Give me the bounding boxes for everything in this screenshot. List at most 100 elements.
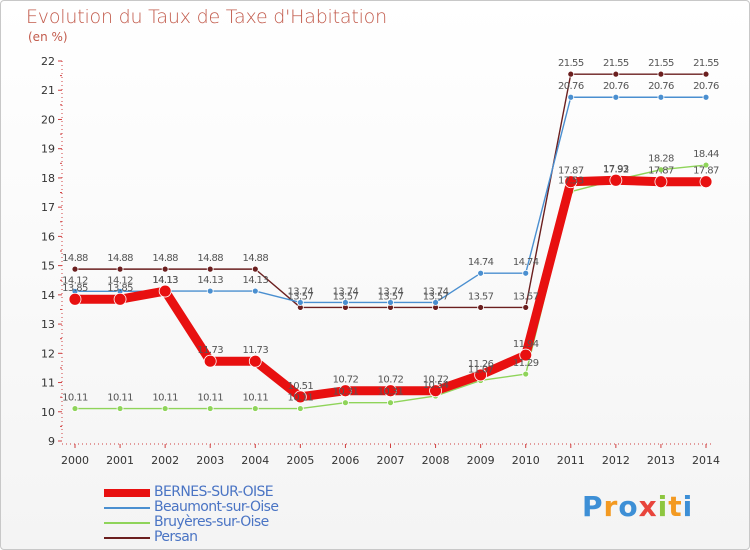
data-label: 10.51 — [288, 381, 314, 392]
data-label: 10.31 — [378, 387, 404, 398]
data-point — [654, 175, 668, 189]
legend-swatch — [104, 489, 150, 497]
data-point — [68, 292, 82, 306]
data-label: 14.12 — [107, 275, 133, 286]
series-line — [75, 96, 706, 304]
y-tick-label: 15 — [41, 260, 55, 273]
data-point — [116, 265, 124, 273]
data-point — [71, 265, 79, 273]
data-label: 17.53 — [558, 176, 584, 187]
x-tick-label: 2012 — [602, 454, 630, 467]
unit-label: (en %) — [28, 30, 68, 44]
data-label: 11.29 — [513, 358, 539, 369]
data-label: 10.72 — [333, 375, 359, 386]
data-point — [161, 265, 169, 273]
y-tick-label: 21 — [41, 84, 55, 97]
data-point — [342, 399, 349, 407]
x-tick-label: 2003 — [196, 454, 224, 467]
data-point — [251, 405, 259, 412]
data-label: 11.26 — [468, 359, 494, 370]
data-label: 13.57 — [333, 291, 359, 302]
data-point — [251, 287, 259, 295]
data-label: 13.74 — [423, 286, 449, 297]
legend-swatch — [104, 522, 150, 524]
data-point — [293, 390, 307, 404]
series-line — [75, 73, 706, 309]
data-point — [477, 304, 485, 311]
data-label: 11.73 — [242, 345, 268, 356]
x-tick-label: 2006 — [331, 454, 359, 467]
x-tick-label: 2000 — [61, 454, 89, 467]
data-point — [519, 348, 533, 362]
data-point — [342, 299, 349, 306]
data-label: 21.55 — [558, 58, 584, 69]
x-tick-label: 2009 — [467, 454, 495, 467]
x-tick-label: 2014 — [692, 454, 720, 467]
data-point — [161, 405, 169, 412]
data-label: 13.85 — [107, 283, 133, 294]
data-label: 17.87 — [693, 166, 719, 177]
y-tick-label: 19 — [41, 143, 55, 156]
y-tick-label: 18 — [41, 172, 55, 185]
data-label: 14.12 — [62, 275, 88, 286]
logo-letter: i — [682, 490, 694, 523]
legend-label: Bruyères-sur-Oise — [154, 514, 269, 530]
logo-letter: t — [668, 490, 683, 523]
y-tick-label: 22 — [41, 55, 55, 68]
data-point — [296, 405, 304, 412]
data-point — [522, 269, 530, 277]
data-label: 18.28 — [648, 154, 674, 165]
data-point — [702, 93, 710, 101]
data-label: 17.87 — [648, 166, 674, 177]
data-point — [477, 269, 485, 277]
data-point — [702, 70, 710, 78]
data-point — [339, 384, 352, 398]
x-tick-label: 2013 — [647, 454, 675, 467]
data-label: 10.11 — [152, 393, 178, 404]
data-label: 20.76 — [648, 81, 674, 92]
legend-label: BERNES-SUR-OISE — [154, 484, 274, 500]
data-label: 11.07 — [468, 364, 494, 375]
y-tick-label: 16 — [41, 230, 55, 243]
logo-letter: o — [618, 490, 639, 523]
logo-letter: i — [657, 490, 669, 523]
data-point — [699, 175, 713, 189]
x-tick-label: 2001 — [106, 454, 134, 467]
data-point — [429, 384, 442, 398]
data-label: 13.57 — [288, 291, 314, 302]
data-label: 20.76 — [603, 81, 629, 92]
x-tick-label: 2005 — [286, 454, 314, 467]
data-point — [296, 299, 304, 306]
data-point — [657, 166, 665, 174]
data-point — [384, 384, 397, 398]
data-label: 13.74 — [378, 286, 404, 297]
data-point — [387, 299, 394, 306]
data-point — [71, 405, 79, 412]
data-label: 11.73 — [197, 345, 223, 356]
y-tick-label: 20 — [41, 113, 55, 126]
data-label: 20.76 — [558, 81, 584, 92]
data-point — [612, 70, 620, 78]
data-label: 13.57 — [468, 291, 494, 302]
data-point — [251, 265, 259, 273]
data-point — [474, 368, 488, 382]
data-label: 17.93 — [603, 164, 629, 175]
data-point — [567, 93, 575, 101]
data-point — [567, 70, 575, 78]
logo-letter: x — [638, 490, 658, 523]
data-label: 10.11 — [242, 393, 268, 404]
data-label: 10.11 — [288, 393, 314, 404]
data-label: 10.54 — [423, 380, 449, 391]
data-label: 18.44 — [693, 149, 719, 160]
legend-swatch — [104, 537, 150, 539]
data-label: 13.74 — [333, 286, 359, 297]
data-point — [657, 93, 665, 101]
data-label: 14.88 — [242, 253, 268, 264]
legend-label: Persan — [154, 529, 198, 545]
y-tick-label: 17 — [41, 201, 55, 214]
data-label: 14.13 — [197, 275, 223, 286]
proxiti-logo: Proxiti — [582, 490, 693, 523]
data-point — [522, 304, 530, 311]
